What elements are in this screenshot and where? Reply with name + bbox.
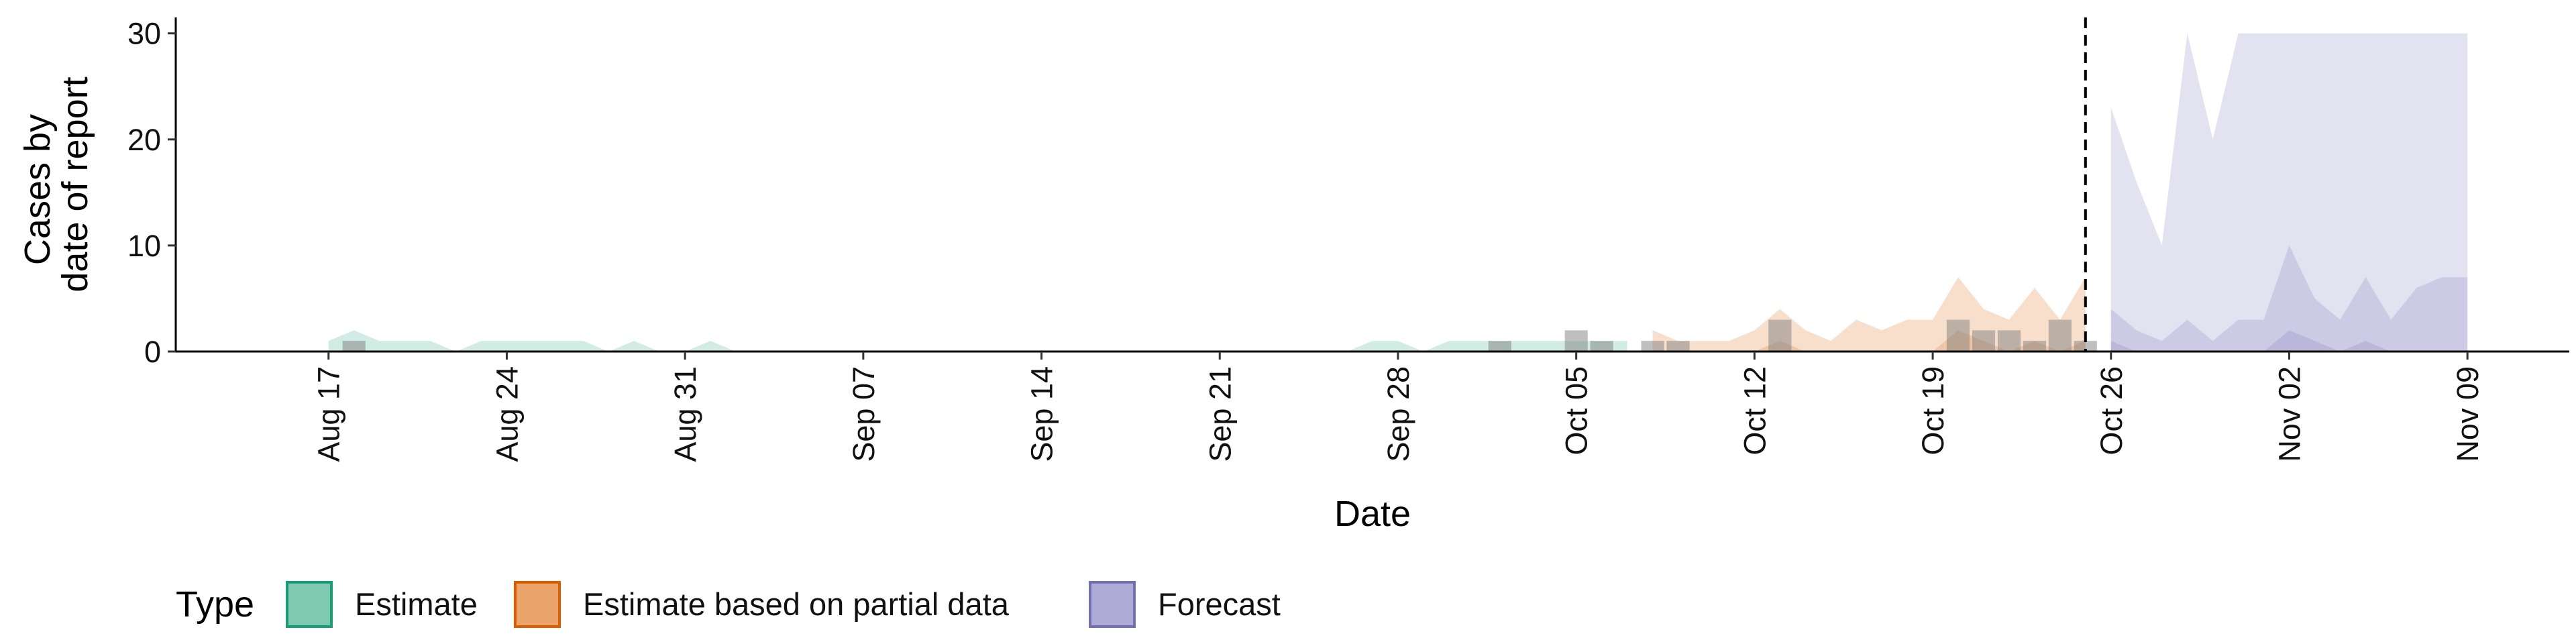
case-bar: [1590, 341, 1613, 352]
y-axis-ticks: 0 10 20 30: [127, 17, 176, 369]
x-tick-label: Oct 19: [1916, 366, 1950, 455]
x-tick-label: Nov 09: [2451, 366, 2485, 462]
legend-items: Estimate Estimate based on partial data Fo…: [286, 581, 1281, 628]
x-tick-label: Aug 17: [312, 366, 346, 462]
x-tick-label: Aug 31: [668, 366, 702, 462]
y-axis-title-line-1: Cases by: [17, 114, 58, 265]
x-tick-label: Sep 07: [847, 366, 881, 462]
case-bar: [1641, 341, 1664, 352]
legend-swatch: [286, 581, 333, 628]
case-bar: [1946, 319, 1970, 352]
legend-swatch: [1089, 581, 1136, 628]
band-forecast-1: [2110, 245, 2468, 352]
legend-title: Type: [176, 584, 254, 625]
y-tick-label: 20: [127, 123, 161, 157]
case-bar: [1972, 330, 1996, 352]
x-tick-label: Sep 21: [1203, 366, 1237, 462]
x-tick-label: Oct 26: [2094, 366, 2129, 455]
case-bar: [2074, 341, 2097, 352]
x-axis-title: Date: [1334, 494, 1411, 534]
case-bar: [1564, 330, 1588, 352]
y-tick-label: 10: [127, 229, 161, 263]
x-tick-label: Oct 05: [1560, 366, 1594, 455]
x-tick-label: Oct 12: [1737, 366, 1772, 455]
case-bar: [2048, 319, 2072, 352]
legend-swatch: [514, 581, 561, 628]
case-bar: [1666, 341, 1690, 352]
chart-bands: [328, 33, 2468, 352]
x-tick-label: Sep 28: [1381, 366, 1415, 462]
y-axis-title-line-2: date of report: [55, 76, 95, 292]
case-bar: [1488, 341, 1511, 352]
observed-case-bars: [342, 319, 2097, 352]
y-axis-title: Cases by date of report: [17, 76, 95, 292]
band-estimate-0: [328, 330, 1627, 352]
y-tick-label: 0: [144, 335, 161, 369]
legend-label: Estimate based on partial data: [583, 586, 1010, 622]
case-bar: [1768, 319, 1792, 352]
case-bar: [342, 341, 366, 352]
y-tick-label: 30: [127, 17, 161, 51]
chart-axes: [174, 17, 2569, 353]
x-tick-label: Nov 02: [2272, 366, 2306, 462]
x-tick-label: Sep 14: [1025, 366, 1059, 462]
band-forecast-0: [2110, 33, 2468, 352]
legend: Type Estimate Estimate based on partial d…: [176, 581, 1281, 628]
x-tick-label: Aug 24: [490, 366, 524, 462]
case-bar: [2023, 341, 2046, 352]
legend-label: Forecast: [1158, 586, 1281, 622]
band-forecast-2: [2110, 330, 2468, 352]
x-axis-ticks: Aug 17 Aug 24 Aug 31 Sep 07 Sep 14 Sep 21 Sep …: [312, 352, 2485, 462]
case-bar: [1997, 330, 2021, 352]
legend-label: Estimate: [355, 586, 478, 622]
